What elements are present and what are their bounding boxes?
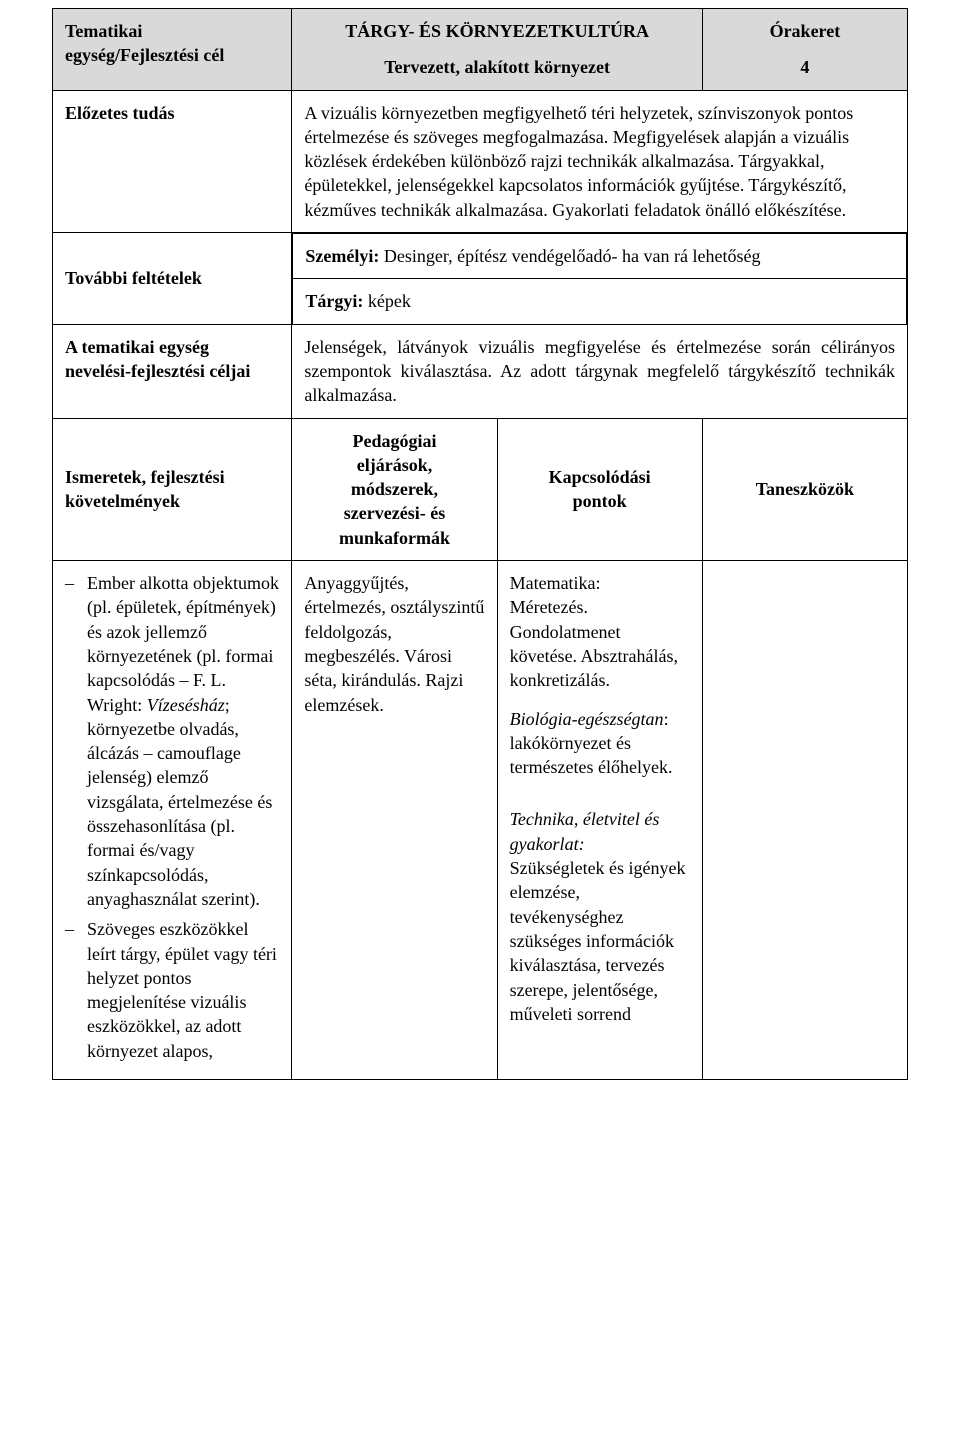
header-cell-title: TÁRGY- ÉS KÖRNYEZETKULTÚRA Tervezett, al…	[292, 9, 702, 91]
row-tematikai-content-cell: Jelenségek, látványok vizuális megfigyel…	[292, 324, 908, 418]
hdr2-col1: Ismeretek, fejlesztési követelmények	[65, 467, 225, 511]
content-taneszkozok-cell	[702, 561, 907, 1080]
header-orakeret-value: 4	[800, 57, 809, 77]
kapcs-mat-label: Matematika:	[510, 573, 601, 593]
elozetes-text: A vizuális környezetben megfigyelhető té…	[304, 103, 853, 220]
ismeretek-item2-text: Szöveges eszközökkel leírt tárgy, épület…	[87, 919, 277, 1060]
header-cell-tematikai: Tematikai egység/Fejlesztési cél	[53, 9, 292, 91]
szemelyi-text: Desinger, építész vendégelőadó- ha van r…	[379, 246, 760, 266]
header-col1-line1: Tematikai	[65, 21, 142, 41]
hdr2-col4-cell: Taneszközök	[702, 418, 907, 560]
kapcs-mat-text: Méretezés. Gondolatmenet követése. Abszt…	[510, 597, 678, 690]
kapcs-tech-label: Technika, életvitel és gyakorlat:	[510, 809, 660, 853]
tovabbi-sub-table: Személyi: Desinger, építész vendégelőadó…	[292, 233, 907, 324]
content-kapcsolodasi-cell: Matematika: Méretezés. Gondolatmenet köv…	[497, 561, 702, 1080]
hdr2-col2-l3: módszerek,	[351, 479, 438, 499]
content-ismeretek-cell: Ember alkotta objektumok (pl. épületek, …	[53, 561, 292, 1080]
kapcs-matematika-block: Matematika: Méretezés. Gondolatmenet köv…	[510, 571, 690, 692]
elozetes-label: Előzetes tudás	[65, 103, 175, 123]
hdr2-col3-l2: pontok	[573, 491, 627, 511]
pedagogiai-text: Anyaggyűjtés, értelmezés, osztályszintű …	[304, 573, 484, 714]
hdr2-col2-l2: eljárások,	[357, 455, 433, 475]
curriculum-table: Tematikai egység/Fejlesztési cél TÁRGY- …	[52, 8, 908, 1080]
row-elozetes-label-cell: Előzetes tudás	[53, 90, 292, 232]
targyi-label: Tárgyi:	[305, 291, 363, 311]
header-col1-line2: egység/Fejlesztési cél	[65, 45, 224, 65]
content-pedagogiai-cell: Anyaggyűjtés, értelmezés, osztályszintű …	[292, 561, 497, 1080]
header-main-title: TÁRGY- ÉS KÖRNYEZETKULTÚRA	[304, 19, 689, 43]
hdr2-col2-l5: munkaformák	[339, 528, 450, 548]
hdr2-col3-l1: Kapcsolódási	[549, 467, 651, 487]
kapcs-biologia-block: Biológia-egészségtan: lakókörnyezet és t…	[510, 707, 690, 780]
kapcs-technika-block: Technika, életvitel és gyakorlat: Szüksé…	[510, 807, 690, 1026]
hdr2-col2-l4: szervezési- és	[344, 503, 445, 523]
szemelyi-cell: Személyi: Desinger, építész vendégelőadó…	[293, 234, 907, 279]
header-sub-title: Tervezett, alakított környezet	[384, 57, 610, 77]
hdr2-col2-l1: Pedagógiai	[352, 431, 436, 451]
header-orakeret-label: Órakeret	[715, 19, 895, 43]
tematikai-label-l1: A tematikai egység	[65, 337, 209, 357]
tovabbi-label: További feltételek	[65, 268, 202, 288]
ismeretek-list: Ember alkotta objektumok (pl. épületek, …	[65, 571, 279, 1063]
ismeretek-item1-italic: Vízesésház	[147, 695, 225, 715]
page-container: Tematikai egység/Fejlesztési cél TÁRGY- …	[0, 0, 960, 1100]
hdr2-col4: Taneszközök	[756, 479, 854, 499]
hdr2-col3-cell: Kapcsolódási pontok	[497, 418, 702, 560]
kapcs-bio-label: Biológia-egészségtan	[510, 709, 664, 729]
header-cell-orakeret: Órakeret 4	[702, 9, 907, 91]
tematikai-label-l2: nevelési-fejlesztési céljai	[65, 361, 250, 381]
kapcs-tech-text: Szükségletek és igények elemzése, tevéke…	[510, 858, 686, 1024]
row-elozetes-content-cell: A vizuális környezetben megfigyelhető té…	[292, 90, 908, 232]
ismeretek-item-1: Ember alkotta objektumok (pl. épületek, …	[65, 571, 279, 911]
ismeretek-item1-pre: Ember alkotta objektumok (pl. épületek, …	[87, 573, 279, 714]
hdr2-col2-cell: Pedagógiai eljárások, módszerek, szervez…	[292, 418, 497, 560]
row-tovabbi-content-cell: Személyi: Desinger, építész vendégelőadó…	[292, 233, 908, 325]
tematikai-text: Jelenségek, látványok vizuális megfigyel…	[304, 337, 895, 406]
targyi-text: képek	[363, 291, 410, 311]
row-tematikai-label-cell: A tematikai egység nevelési-fejlesztési …	[53, 324, 292, 418]
ismeretek-item1-after: ; környezetbe olvadás, álcázás – camoufl…	[87, 695, 272, 909]
szemelyi-label: Személyi:	[305, 246, 379, 266]
hdr2-col1-cell: Ismeretek, fejlesztési követelmények	[53, 418, 292, 560]
row-tovabbi-label-cell: További feltételek	[53, 233, 292, 325]
targyi-cell: Tárgyi: képek	[293, 279, 907, 324]
ismeretek-item-2: Szöveges eszközökkel leírt tárgy, épület…	[65, 917, 279, 1063]
